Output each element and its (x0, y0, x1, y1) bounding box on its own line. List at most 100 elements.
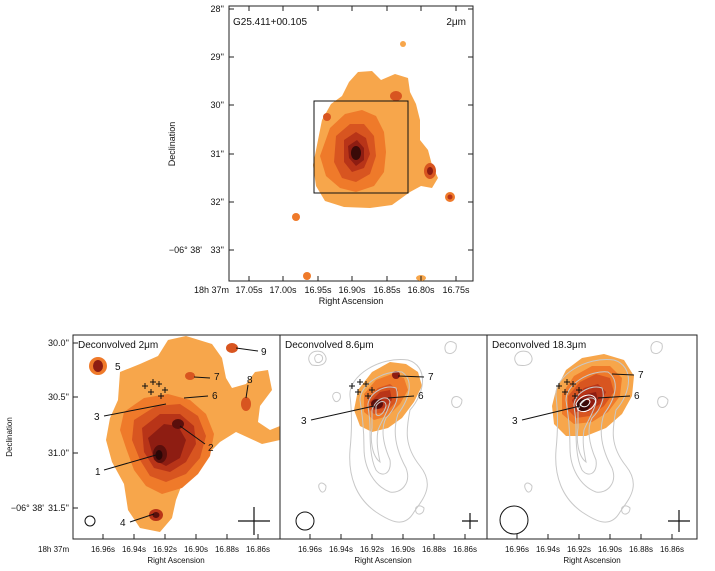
panel1-crosses (142, 379, 168, 399)
p2-ra-tick-1690: 16.90s (391, 545, 415, 554)
panel3-scale-cross (668, 510, 690, 532)
panel3-title: Deconvolved 18.3μm (492, 340, 586, 351)
p3-ra-tick-1686: 16.86s (660, 545, 684, 554)
p2-ra-tick-1688: 16.88s (422, 545, 446, 554)
panel2-title: Deconvolved 8.6μm (285, 340, 374, 351)
bottom-dec-prefix: −06° 38' (11, 503, 44, 513)
panel1-src9 (226, 343, 238, 353)
panel1-label-4: 4 (120, 518, 126, 529)
top-blob-e (292, 213, 300, 221)
panel1-title: Deconvolved 2μm (78, 340, 158, 351)
panel1-label-2: 2 (208, 443, 214, 454)
panel2-label-7: 7 (428, 372, 434, 383)
top-ra-tick-1700: 17.00s (269, 285, 297, 295)
panel1-label-5: 5 (115, 362, 121, 373)
p3-ra-tick-1696: 16.96s (505, 545, 529, 554)
top-blob-b-core (427, 167, 433, 175)
p3-ra-tick-1692: 16.92s (567, 545, 591, 554)
panel2-scale-cross (462, 513, 478, 529)
top-x-axis-label: Right Ascension (319, 296, 384, 306)
panel1-scale-cross (238, 507, 270, 535)
zoom-box (313, 100, 409, 194)
panel3-x-ticks (516, 534, 673, 539)
top-emission-map (292, 41, 455, 281)
p1-ra-tick-1686: 16.86s (246, 545, 270, 554)
p2-ra-tick-1696: 16.96s (298, 545, 322, 554)
p3-ra-tick-1694: 16.94s (536, 545, 560, 554)
p3-x-axis-label: Right Ascension (563, 556, 620, 565)
panel1-pointer-lines (103, 347, 259, 523)
panel2-contours (308, 341, 463, 523)
panel1-beam (84, 515, 96, 527)
top-dec-tick-32: 32'' (211, 197, 225, 207)
top-blob-f (400, 41, 406, 47)
top-dec-prefix: −06° 38' (169, 245, 202, 255)
panel2-pointer-lines (310, 375, 425, 421)
p1-ra-tick-1694: 16.94s (122, 545, 146, 554)
panel1-label-7: 7 (214, 372, 220, 383)
panel2-beam (295, 511, 315, 531)
top-blob-d-core (447, 194, 453, 200)
panel1-y-ticks (73, 342, 78, 509)
panel1-label-1: 1 (95, 467, 101, 478)
top-ra-tick-1675: 16.75s (442, 285, 470, 295)
p1-x-axis-label: Right Ascension (147, 556, 204, 565)
panel1-src8 (241, 397, 251, 411)
bottom-dec-tick-310: 31.0'' (48, 448, 69, 458)
top-ra-tick-1685: 16.85s (373, 285, 401, 295)
bottom-dec-tick-315: 31.5'' (48, 503, 69, 513)
panel1-label-9: 9 (261, 347, 267, 358)
top-blob-a (390, 91, 402, 101)
top-ra-tick-1690: 16.90s (338, 285, 366, 295)
top-blob-g (303, 272, 311, 280)
top-dec-tick-31: 31'' (211, 149, 225, 159)
top-dec-tick-29: 29'' (211, 52, 225, 62)
p1-ra-tick-1692: 16.92s (153, 545, 177, 554)
panel1-src4-core (152, 512, 160, 518)
panel2-x-ticks (309, 534, 466, 539)
p1-ra-tick-1688: 16.88s (215, 545, 239, 554)
p3-ra-tick-1690: 16.90s (598, 545, 622, 554)
top-ra-prefix: 18h 37m (194, 285, 229, 295)
p2-x-axis-label: Right Ascension (354, 556, 411, 565)
panel1-x-ticks (102, 534, 259, 539)
top-dec-tick-28: 28'' (211, 4, 225, 14)
top-ra-tick-1680: 16.80s (407, 285, 435, 295)
panel3-inner-contours (575, 394, 597, 413)
top-ra-tick-1705: 17.05s (235, 285, 263, 295)
panel1-src5 (93, 360, 103, 372)
panel2-label-3: 3 (301, 416, 307, 427)
top-x-ticks (248, 6, 457, 281)
p3-ra-tick-1688: 16.88s (629, 545, 653, 554)
panel1-label-6: 6 (212, 391, 218, 402)
top-ra-tick-1695: 16.95s (304, 285, 332, 295)
p1-ra-tick-1690: 16.90s (184, 545, 208, 554)
bottom-dec-tick-305: 30.5'' (48, 392, 69, 402)
panel3-label-6: 6 (634, 391, 640, 402)
top-panel: G25.411+00.105 2μm 28'' 29'' 30'' 31'' 3… (167, 4, 474, 306)
top-blob-c (323, 113, 331, 121)
bottom-ra-prefix: 18h 37m (38, 545, 69, 554)
panel2-crosses (349, 379, 375, 399)
panel1-peak-core (155, 450, 163, 460)
top-band-label: 2μm (446, 17, 466, 28)
p2-ra-tick-1692: 16.92s (360, 545, 384, 554)
bottom-panel-8um: 3 6 7 Deconvolved 8.6μm 16.96s 16.94s 16… (279, 334, 488, 565)
panel3-label-7: 7 (638, 370, 644, 381)
panel3-pointer-lines (521, 373, 635, 421)
panel2-label-6: 6 (418, 391, 424, 402)
bottom-y-axis-label: Declination (5, 417, 14, 457)
bottom-panel-2um: 1 2 3 4 5 6 7 8 9 Deconvolved 2μm 30.0''… (5, 334, 281, 565)
p1-ra-tick-1696: 16.96s (91, 545, 115, 554)
panel3-peak (576, 399, 590, 411)
top-dec-tick-33: 33'' (211, 245, 225, 255)
panel1-src7 (185, 372, 195, 380)
panel3-contours (514, 341, 669, 523)
p2-ra-tick-1694: 16.94s (329, 545, 353, 554)
top-dec-tick-30: 30'' (211, 100, 225, 110)
panel3-label-3: 3 (512, 416, 518, 427)
panel3-beam (499, 505, 529, 535)
panel2-src7 (392, 371, 400, 379)
bottom-dec-tick-300: 30.0'' (48, 338, 69, 348)
